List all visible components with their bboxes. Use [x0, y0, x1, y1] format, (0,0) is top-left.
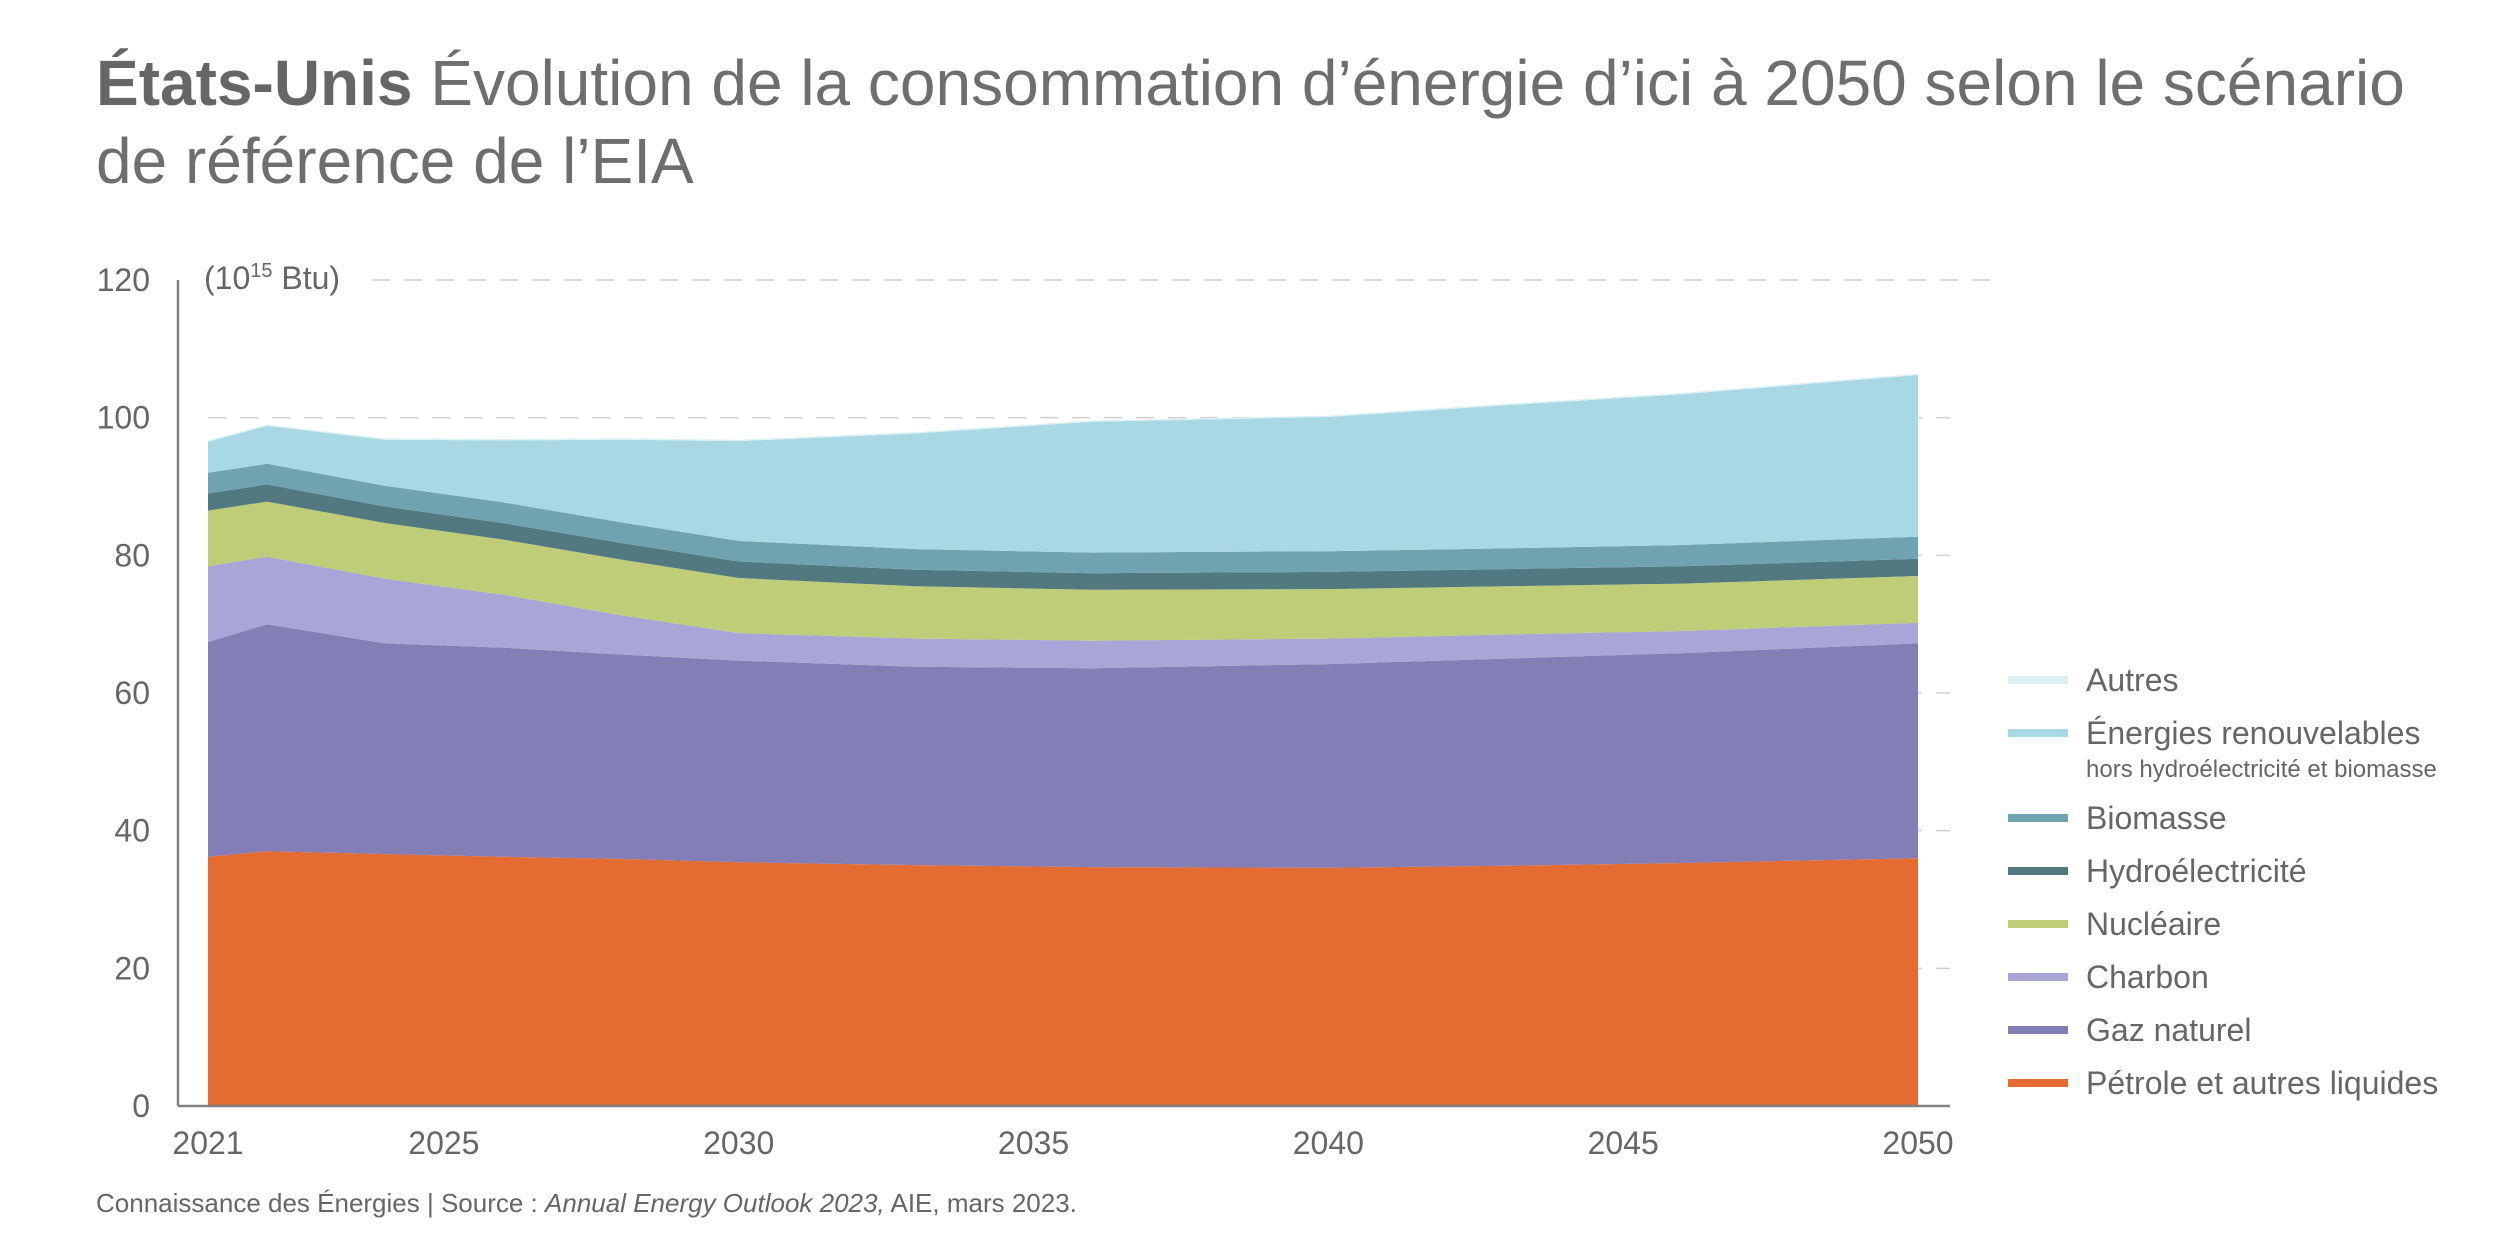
area-series-4 — [208, 484, 1918, 590]
x-tick-label-2035: 2035 — [998, 1125, 1069, 1161]
unit-exponent: 15 — [250, 260, 272, 282]
area-series-6 — [208, 375, 1918, 553]
y-tick-label-80: 80 — [114, 537, 150, 573]
chart-title: États-Unis Évolution de la consommation … — [96, 44, 2436, 200]
y-tick-label-60: 60 — [114, 675, 150, 711]
y-tick-labels: 0 20 40 60 80 100 120 — [97, 262, 150, 1124]
legend-item-5: Charbon — [2008, 959, 2209, 995]
legend-item-4: Nucléaire — [2008, 906, 2221, 942]
legend-label-0: Autres — [2086, 662, 2178, 698]
y-axis-unit-label: (1015 Btu) — [204, 260, 340, 296]
area-series-5 — [208, 463, 1918, 574]
title-country: États-Unis — [96, 47, 413, 119]
y-tick-label-0: 0 — [132, 1088, 150, 1124]
legend-label-3: Hydroélectricité — [2086, 853, 2307, 889]
legend-item-7: Pétrole et autres liquides — [2008, 1065, 2438, 1101]
y-tick-label-20: 20 — [114, 950, 150, 986]
x-tick-label-2045: 2045 — [1588, 1125, 1659, 1161]
legend-item-2: Biomasse — [2008, 800, 2227, 836]
x-tick-label-2030: 2030 — [703, 1125, 774, 1161]
legend: Autres Énergies renouvelables hors hydroél… — [2008, 662, 2438, 1101]
title-text: Évolution de la consommation d’énergie d… — [96, 47, 2405, 197]
area-series-3 — [208, 501, 1918, 641]
x-tick-label-2040: 2040 — [1293, 1125, 1364, 1161]
legend-label-2: Biomasse — [2086, 800, 2227, 836]
area-series-1 — [208, 624, 1918, 868]
footer-prefix: Connaissance des Énergies | Source : — [96, 1188, 546, 1218]
legend-label-4: Nucléaire — [2086, 906, 2221, 942]
y-tick-label-100: 100 — [97, 400, 150, 436]
legend-item-0: Autres — [2008, 662, 2178, 698]
area-series-0 — [208, 851, 1918, 1106]
x-tick-label-2025: 2025 — [408, 1125, 479, 1161]
footer-reference: Annual Energy Outlook 2023, — [545, 1188, 885, 1218]
legend-item-3: Hydroélectricité — [2008, 853, 2307, 889]
legend-label-6: Gaz naturel — [2086, 1012, 2251, 1048]
y-tick-label-120: 120 — [97, 262, 150, 298]
unit-base: (10 — [204, 260, 250, 296]
x-tick-labels: 2021 2025 2030 2035 2040 2045 2050 — [172, 1125, 1953, 1161]
legend-label-1: Énergies renouvelables — [2086, 715, 2420, 751]
legend-item-6: Gaz naturel — [2008, 1012, 2251, 1048]
x-tick-label-2050: 2050 — [1882, 1125, 1953, 1161]
legend-item-1: Énergies renouvelables hors hydroélectric… — [2008, 715, 2437, 783]
y-tick-label-40: 40 — [114, 813, 150, 849]
chart-areas — [208, 373, 1918, 1106]
area-series-2 — [208, 556, 1918, 669]
chart-axes — [176, 280, 1950, 1108]
x-tick-label-2021: 2021 — [172, 1125, 243, 1161]
legend-sublabel-1: hors hydroélectricité et biomasse — [2086, 756, 2437, 783]
legend-label-7: Pétrole et autres liquides — [2086, 1065, 2438, 1101]
legend-label-5: Charbon — [2086, 959, 2209, 995]
source-footer: Connaissance des Énergies | Source : Ann… — [96, 1188, 1077, 1219]
footer-suffix: AIE, mars 2023. — [884, 1188, 1077, 1218]
unit-rest: Btu) — [273, 260, 341, 296]
